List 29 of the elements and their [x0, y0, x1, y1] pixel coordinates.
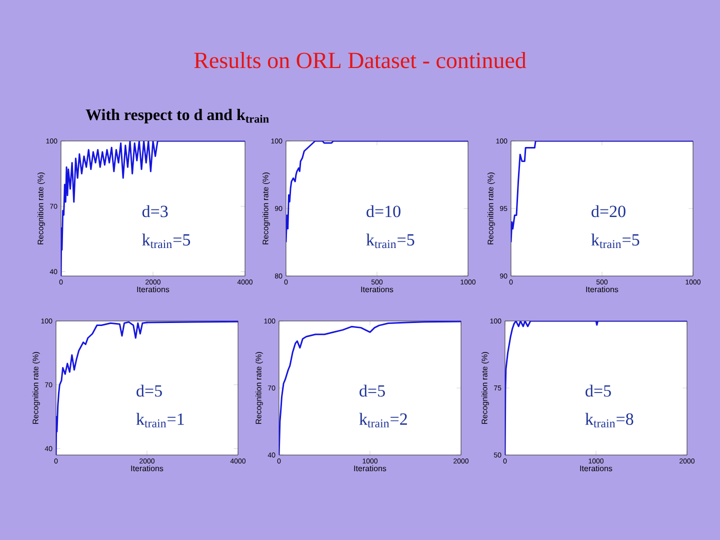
- y-axis-title: Recognition rate (%): [255, 352, 263, 424]
- annotation: d=5: [136, 384, 162, 397]
- y-axis-title: Recognition rate (%): [481, 352, 489, 424]
- chart-subtitle: With respect to d and k$_{train}$: [86, 108, 269, 124]
- annotation: k$_{train}$=1: [136, 412, 184, 428]
- line-series: [56, 320, 238, 455]
- y-axis-title: Recognition rate (%): [37, 172, 45, 244]
- annotation: d=10: [366, 205, 400, 218]
- x-axis-title: Iterations: [586, 286, 618, 292]
- line-series: [279, 320, 461, 455]
- annotation: k$_{train}$=8: [585, 412, 634, 428]
- annotation: d=3: [142, 205, 168, 218]
- y-axis-title: Recognition rate (%): [262, 172, 270, 244]
- x-axis-title: Iterations: [354, 465, 386, 472]
- text: Results on ORL Dataset - continued: [194, 52, 526, 68]
- y-axis-title: Recognition rate (%): [487, 172, 495, 244]
- x-axis-title: Iterations: [131, 465, 164, 472]
- annotation: k$_{train}$=5: [366, 234, 414, 248]
- y-axis-title: Recognition rate (%): [32, 352, 40, 424]
- line-series: [61, 140, 246, 276]
- annotation: d=20: [592, 205, 626, 218]
- annotation: d=5: [586, 384, 611, 397]
- annotation: k$_{train}$=5: [142, 234, 190, 248]
- annotation: k$_{train}$=2: [359, 412, 407, 428]
- x-axis-title: Iterations: [361, 286, 394, 292]
- annotation: d=5: [360, 384, 385, 397]
- x-axis-title: Iterations: [580, 465, 612, 472]
- annotation: k$_{train}$=5: [591, 234, 640, 248]
- x-axis-title: Iterations: [137, 286, 170, 292]
